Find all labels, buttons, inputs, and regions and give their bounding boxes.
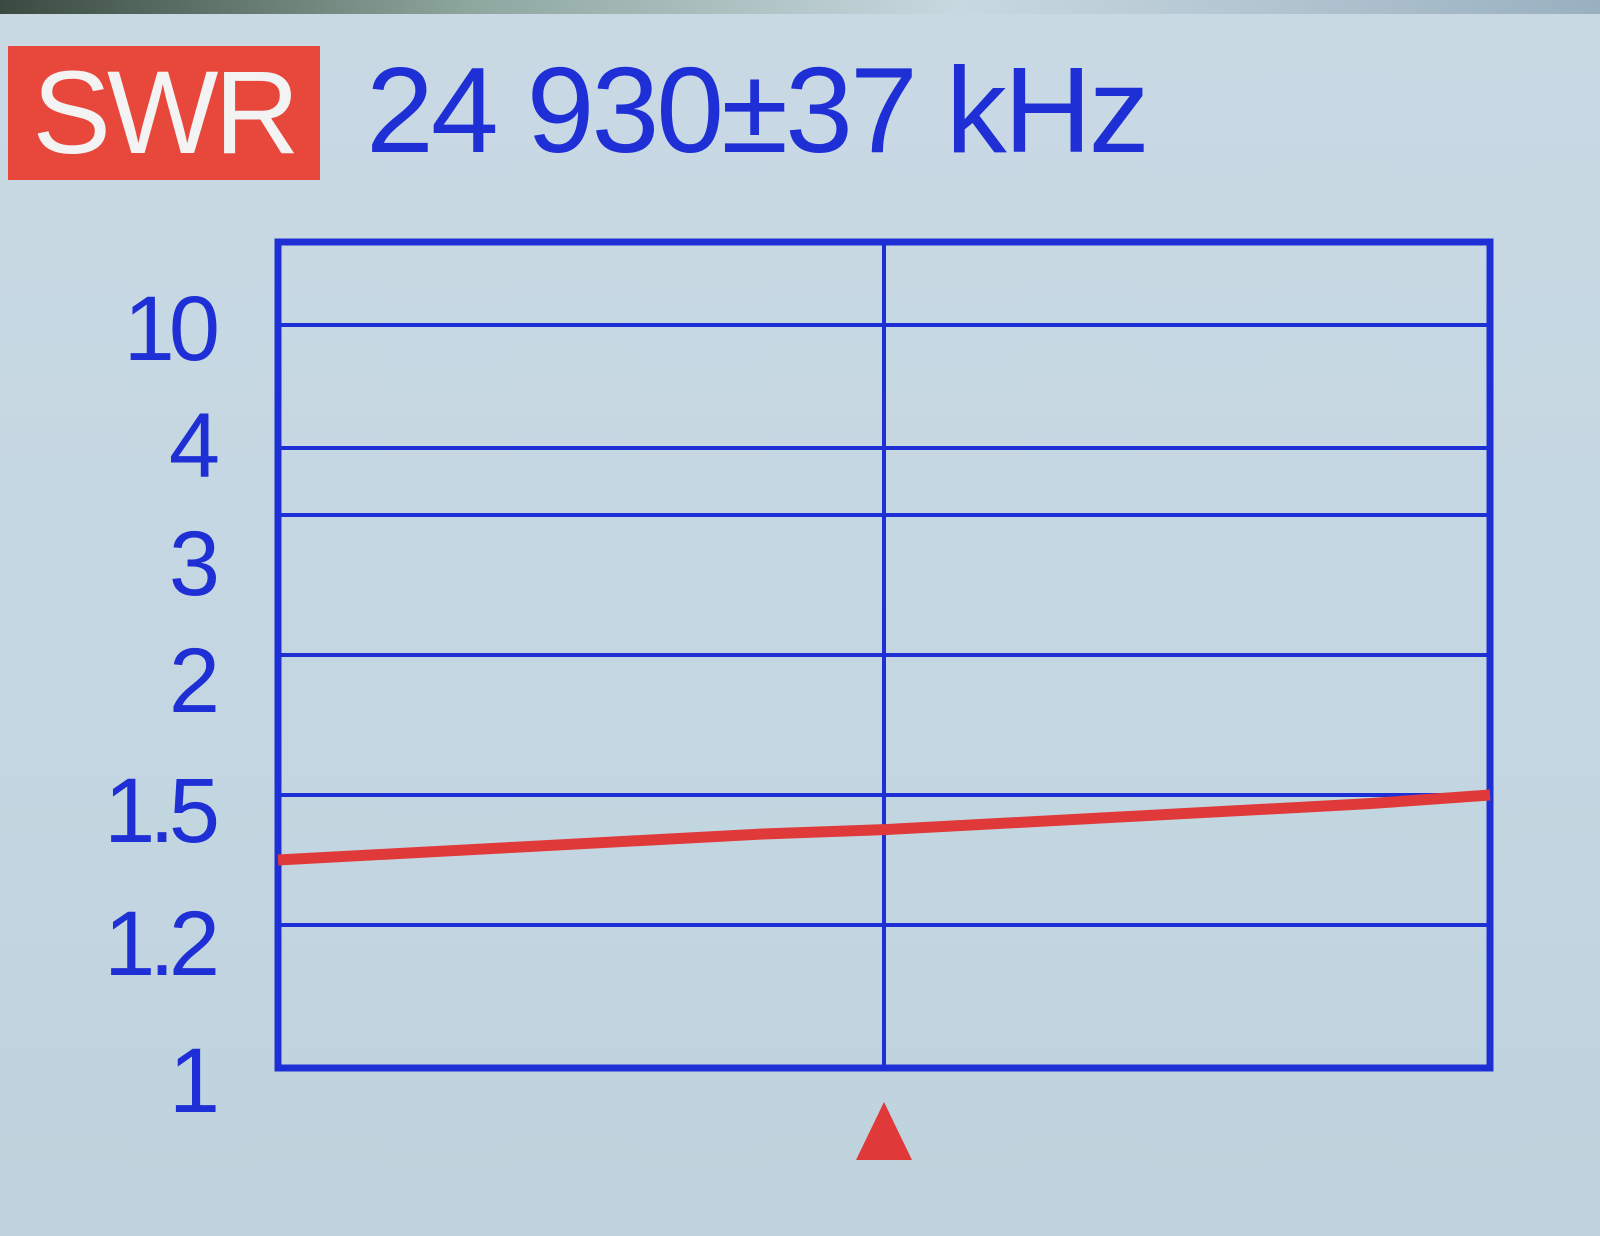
center-marker-triangle-icon — [856, 1102, 912, 1160]
mode-badge: SWR — [8, 46, 320, 180]
swr-trace — [277, 789, 1491, 866]
ytick-label: 1.2 — [104, 893, 216, 995]
ytick-label: 4 — [169, 395, 218, 497]
ytick-label: 1.5 — [104, 760, 217, 862]
frequency-readout: 24 930±37 kHz — [366, 42, 1150, 178]
ytick-label: 2 — [169, 630, 216, 732]
ytick-label: 1 — [169, 1030, 216, 1132]
ytick-label: 10 — [124, 278, 217, 380]
screen-edge — [0, 0, 1600, 14]
ytick-label: 3 — [169, 513, 217, 615]
